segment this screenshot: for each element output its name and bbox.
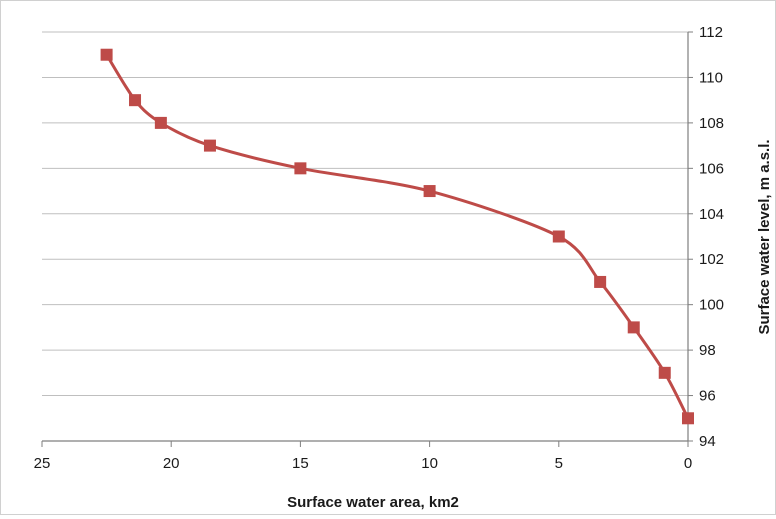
data-point-marker [552,230,565,243]
y-tick-label: 96 [699,388,716,405]
x-tick-label: 15 [292,455,309,472]
y-tick-label: 110 [699,69,723,86]
series-markers [100,48,694,425]
y-tick-label: 112 [699,24,723,41]
gridlines [42,31,688,397]
x-tick-label: 5 [555,455,563,472]
y-axis-title: Surface water level, m a.s.l. [756,139,773,334]
data-point-marker [129,94,142,107]
y-tick-label: 100 [699,297,724,314]
x-tick-label: 20 [163,455,180,472]
data-point-marker [100,48,113,61]
x-tick-label: 25 [34,455,51,472]
x-tick-label: 10 [421,455,438,472]
y-tick-label: 98 [699,342,716,359]
data-point-marker [203,139,216,152]
y-tick-label: 106 [699,160,724,177]
x-axis-title: Surface water area, km2 [287,494,459,511]
y-tick-label: 94 [699,433,716,450]
series-line-layer [105,53,690,419]
data-point-marker [658,366,671,379]
data-point-marker [682,412,694,425]
y-tick-label: 108 [699,115,724,132]
y-tick-label: 104 [699,206,724,223]
data-point-marker [627,321,640,334]
y-tick-label: 102 [699,251,724,268]
data-point-marker [154,116,167,129]
data-point-marker [594,275,607,288]
axes: 94 96 98 100 102 104 106 108 110 112 25 20 15 10 5 0 [34,24,724,472]
data-point-marker [294,162,307,175]
data-point-marker [423,185,436,198]
series-line [105,53,690,419]
x-tick-label: 0 [684,455,692,472]
